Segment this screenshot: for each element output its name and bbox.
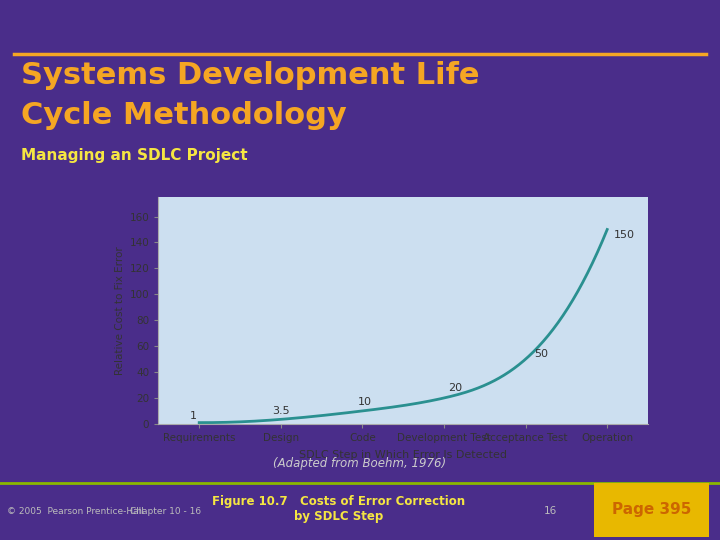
Text: (Adapted from Boehm, 1976): (Adapted from Boehm, 1976) — [274, 456, 446, 470]
X-axis label: SDLC Step in Which Error Is Detected: SDLC Step in Which Error Is Detected — [300, 450, 507, 460]
Text: Systems Development Life: Systems Development Life — [22, 61, 480, 90]
Text: 16: 16 — [544, 507, 557, 516]
Y-axis label: Relative Cost to Fix Error: Relative Cost to Fix Error — [115, 246, 125, 375]
Text: Chapter 10 - 16: Chapter 10 - 16 — [130, 507, 201, 516]
Text: Managing an SDLC Project: Managing an SDLC Project — [22, 148, 248, 163]
Text: 150: 150 — [613, 230, 635, 240]
Text: 20: 20 — [448, 383, 462, 393]
Text: Page 395: Page 395 — [612, 502, 691, 517]
Text: 50: 50 — [534, 349, 548, 359]
Text: 1: 1 — [189, 410, 197, 421]
Bar — [594, 483, 709, 537]
Text: 3.5: 3.5 — [273, 406, 290, 416]
Text: 10: 10 — [359, 397, 372, 407]
Text: Figure 10.7   Costs of Error Correction
by SDLC Step: Figure 10.7 Costs of Error Correction by… — [212, 495, 465, 523]
Text: © 2005  Pearson Prentice-Hall: © 2005 Pearson Prentice-Hall — [7, 507, 144, 516]
Text: Cycle Methodology: Cycle Methodology — [22, 102, 347, 130]
